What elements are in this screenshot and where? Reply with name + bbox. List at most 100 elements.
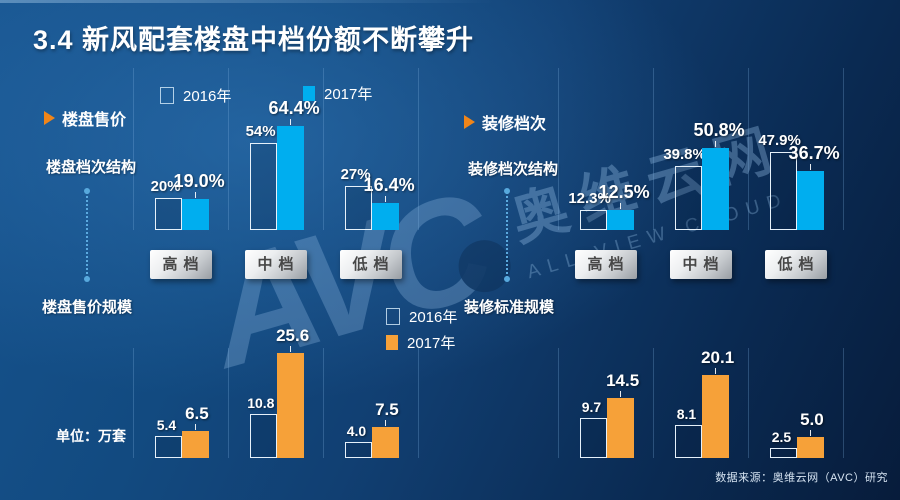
section-label-text: 装修档次: [482, 116, 547, 133]
value-label-decoration-structure-2017年-低档: 36.7%: [788, 143, 840, 163]
legend-item-2016: 2016年: [386, 306, 457, 327]
value-label-decoration-scale-2017年-低档: 5.0: [800, 410, 824, 429]
bar-decoration-scale-2016年-低档: [769, 448, 797, 458]
value-label-price-scale-2016年-高档: 5.4: [156, 417, 177, 433]
unit-label: 单位：万套: [56, 428, 126, 444]
bar-price-structure-2017年-中档: [276, 126, 304, 230]
value-label-decoration-structure-2016年-高档: 12.3%: [568, 190, 611, 207]
value-label-decoration-structure-2017年-高档: 12.5%: [598, 182, 650, 202]
value-label-decoration-scale-2016年-低档: 2.5: [771, 429, 792, 445]
legend-label: 2017年: [407, 335, 456, 352]
bar-decoration-structure-2016年-中档: [674, 166, 702, 230]
category-cell: 高档: [133, 250, 228, 279]
value-label-price-structure-2016年-中档: 54%: [245, 123, 276, 140]
grid-cell-price-scale-1: 10.8 25.6: [228, 327, 323, 458]
legend-item-2017: 2017年: [386, 332, 455, 353]
legend-top: 2016年 2017年: [160, 83, 430, 105]
section-label-text: 楼盘售价: [62, 112, 127, 129]
label-leader-tick: [195, 424, 196, 430]
value-label-decoration-structure-2016年-低档: 47.9%: [758, 132, 801, 149]
value-label-price-structure-2016年-低档: 27%: [340, 166, 371, 183]
value-label-price-structure-2017年-高档: 19.0%: [173, 171, 225, 191]
label-building-price-scale: 楼盘售价规模: [42, 299, 133, 316]
bar-price-structure-2016年-中档: [249, 143, 277, 230]
grid-cell-price-scale-2: 4.0 7.5: [323, 348, 418, 458]
dashed-connector-right: [504, 188, 510, 282]
grid-cell-decoration-structure-1: 39.8% 50.8%: [653, 68, 748, 230]
value-label-decoration-scale-2017年-高档: 14.5: [606, 371, 640, 390]
category-pill-high: 高档: [149, 250, 212, 279]
bar-decoration-structure-2017年-高档: [606, 210, 634, 230]
legend-label: 2016年: [409, 309, 458, 326]
section-label-decoration-grade: 装修档次: [464, 110, 546, 134]
bar-price-structure-2016年-高档: [154, 198, 182, 230]
category-pill-mid: 中档: [244, 250, 307, 279]
legend-swatch-hollow-icon: [386, 308, 400, 325]
grid-cell-decoration-scale-2: 2.5 5.0: [748, 348, 843, 458]
bar-price-scale-2017年-低档: [371, 427, 399, 458]
legend-item-2017: 2017年: [303, 83, 372, 104]
bar-price-scale-2016年-高档: [154, 436, 182, 458]
category-pill-low: 低档: [339, 250, 402, 279]
value-label-decoration-structure-2017年-中档: 50.8%: [693, 120, 745, 140]
grid-cell-decoration-scale-1: 8.1 20.1: [653, 348, 748, 458]
legend-swatch-orange-icon: [386, 335, 398, 350]
bar-price-scale-2016年-低档: [344, 442, 372, 458]
legend-swatch-cyan-icon: [303, 86, 315, 101]
bar-decoration-scale-2017年-高档: [606, 398, 634, 458]
legend-label: 2017年: [324, 86, 373, 103]
value-label-price-scale-2016年-低档: 4.0: [346, 423, 367, 439]
category-cell: 中档: [228, 250, 323, 279]
label-leader-tick: [385, 196, 386, 202]
grid-cell-decoration-structure-2: 47.9% 36.7%: [748, 68, 843, 230]
bar-decoration-scale-2016年-中档: [674, 425, 702, 458]
category-cell: 中档: [653, 250, 748, 279]
page-title: 3.4 新风配套楼盘中档份额不断攀升: [33, 25, 475, 55]
label-leader-tick: [385, 420, 386, 426]
grid-cell-price-structure-1: 54% 64.4%: [228, 68, 323, 230]
bar-price-scale-2016年-中档: [249, 414, 277, 458]
chart-decoration-grade-structure: 12.3% 12.5% 39.8% 50.8% 47.9% 36.7%: [558, 68, 844, 230]
value-label-price-structure-2017年-低档: 16.4%: [363, 175, 415, 195]
grid-cell-decoration-structure-0: 12.3% 12.5%: [558, 68, 653, 230]
legend-label: 2016年: [183, 88, 232, 105]
label-building-grade-structure: 楼盘档次结构: [46, 159, 137, 176]
bar-price-scale-2017年-中档: [276, 353, 304, 458]
label-leader-tick: [290, 119, 291, 125]
category-row-left: 高档 中档 低档: [133, 250, 418, 279]
bar-decoration-scale-2017年-中档: [701, 375, 729, 458]
arrow-right-icon: [464, 115, 475, 129]
value-label-decoration-structure-2016年-中档: 39.8%: [663, 146, 706, 163]
value-label-price-scale-2017年-低档: 7.5: [375, 400, 399, 419]
value-label-decoration-scale-2016年-高档: 9.7: [581, 399, 602, 415]
category-pill-low: 低档: [764, 250, 827, 279]
label-leader-tick: [620, 391, 621, 397]
value-label-price-structure-2017年-中档: 64.4%: [268, 98, 320, 118]
arrow-right-icon: [44, 111, 55, 125]
grid-cell-decoration-scale-0: 9.7 14.5: [558, 348, 653, 458]
label-leader-tick: [620, 203, 621, 209]
bar-decoration-structure-2016年-高档: [579, 210, 607, 230]
category-cell: 高档: [558, 250, 653, 279]
label-leader-tick: [290, 346, 291, 352]
chart-decoration-standard-scale: 9.7 14.5 8.1 20.1 2.5 5.0: [558, 348, 844, 458]
value-label-price-scale-2017年-高档: 6.5: [185, 404, 209, 423]
value-label-decoration-scale-2016年-中档: 8.1: [676, 406, 697, 422]
category-pill-mid: 中档: [669, 250, 732, 279]
data-source: 数据来源：奥维云网（AVC）研究: [715, 472, 888, 484]
label-leader-tick: [810, 430, 811, 436]
value-label-price-structure-2016年-高档: 20%: [150, 178, 181, 195]
value-label-price-scale-2017年-中档: 25.6: [276, 326, 310, 345]
bar-price-structure-2016年-低档: [344, 186, 372, 230]
category-row-right: 高档 中档 低档: [558, 250, 843, 279]
bar-decoration-scale-2017年-低档: [796, 437, 824, 458]
section-label-building-price: 楼盘售价: [44, 106, 126, 130]
label-leader-tick: [810, 164, 811, 170]
grid-cell-price-structure-0: 20% 19.0%: [133, 68, 228, 230]
bar-decoration-scale-2016年-高档: [579, 418, 607, 458]
chart-building-grade-structure: 20% 19.0% 54% 64.4% 27% 16.4%: [133, 68, 419, 230]
bar-decoration-structure-2017年-低档: [796, 171, 824, 230]
bar-price-structure-2017年-高档: [181, 199, 209, 230]
bar-decoration-structure-2016年-低档: [769, 152, 797, 230]
